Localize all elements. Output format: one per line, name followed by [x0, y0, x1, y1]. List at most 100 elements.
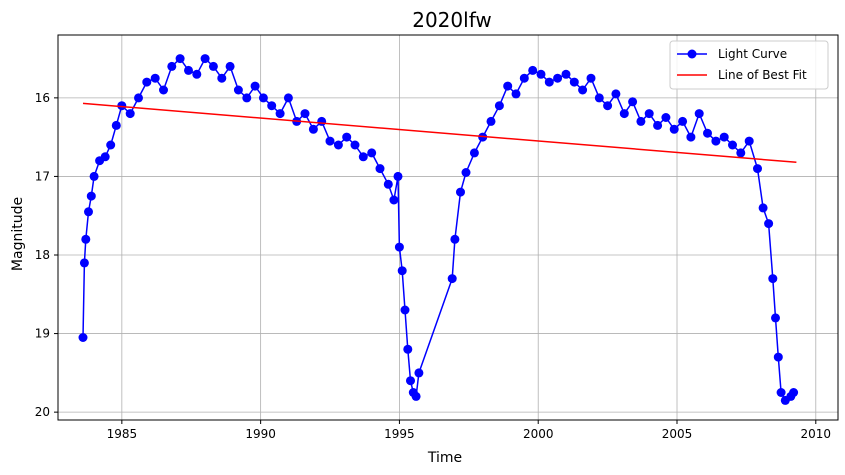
light-curve-point: [333, 140, 343, 150]
light-curve-point: [159, 85, 168, 95]
legend-light-curve-marker: [687, 49, 697, 59]
light-curve-point: [644, 109, 654, 119]
light-curve-point: [325, 136, 335, 146]
chart-title: 2020lfw: [412, 8, 492, 32]
light-curve-point: [150, 73, 160, 83]
y-tick-label: 20: [35, 405, 50, 419]
light-curve-point: [758, 203, 768, 213]
light-curve-point: [461, 168, 471, 177]
light-curve-point: [217, 73, 227, 83]
light-curve-point: [628, 97, 638, 107]
light-curve-point: [447, 274, 457, 284]
light-curve-point: [636, 116, 646, 126]
light-curve-point: [503, 81, 513, 91]
y-tick-label: 18: [35, 248, 50, 262]
light-curve-point: [78, 333, 88, 342]
light-curve-point: [342, 132, 352, 142]
light-curve-point: [773, 352, 783, 362]
light-curve-point: [383, 179, 393, 189]
y-tick-label: 17: [35, 169, 50, 183]
y-tick-label: 16: [35, 91, 50, 105]
y-axis-ticks: 16 17 18 19 20: [35, 91, 58, 419]
light-curve-point: [225, 61, 235, 71]
light-curve-point: [89, 171, 99, 181]
legend: Light Curve Line of Best Fit: [669, 40, 829, 90]
light-curve-point: [100, 152, 110, 162]
light-curve-point: [450, 234, 460, 244]
light-curve-point: [411, 391, 421, 401]
light-curve-point: [300, 109, 310, 119]
x-tick-label: 1985: [107, 427, 138, 441]
light-curve-point: [250, 81, 260, 91]
light-curve-point: [536, 69, 546, 79]
light-curve-point: [406, 376, 415, 386]
light-curve-point: [611, 89, 621, 99]
light-curve-point: [233, 85, 243, 95]
light-curve-point: [744, 136, 754, 146]
light-curve-point: [242, 93, 252, 103]
y-axis-label: Magnitude: [10, 197, 26, 271]
light-curve-point: [678, 116, 688, 126]
x-tick-label: 1995: [384, 427, 415, 441]
light-curve-point: [84, 207, 93, 217]
light-curve-point: [403, 344, 413, 354]
x-tick-label: 2010: [801, 427, 832, 441]
y-tick-label: 19: [35, 327, 50, 341]
light-curve-point: [469, 148, 479, 158]
light-curve-point: [86, 191, 96, 201]
series-layer: [78, 54, 799, 405]
light-curve-point: [400, 305, 410, 315]
light-curve-point: [728, 140, 737, 150]
light-curve-point: [106, 140, 116, 150]
light-curve-point: [686, 132, 696, 142]
plot-frame: [57, 34, 839, 421]
light-curve-point: [528, 65, 538, 75]
light-curve-point: [358, 152, 368, 162]
legend-light-curve-label: Light Curve: [718, 47, 787, 61]
light-curve-point: [519, 73, 529, 83]
light-curve-point: [283, 93, 293, 103]
light-curve-point: [81, 234, 91, 244]
light-curve-point: [117, 101, 127, 111]
light-curve-point: [267, 101, 277, 111]
light-curve-point: [603, 101, 613, 111]
light-curve-point: [456, 187, 465, 197]
light-curve-point: [771, 313, 780, 323]
light-curve-point: [367, 148, 377, 158]
light-curve-point: [544, 77, 554, 87]
light-curve-point: [694, 109, 704, 119]
light-curve-point: [776, 388, 786, 397]
x-tick-label: 2000: [523, 427, 554, 441]
light-curve-point: [397, 266, 407, 276]
light-curve-point: [394, 242, 404, 252]
light-curve-point: [653, 120, 663, 130]
light-curve-point: [414, 368, 424, 378]
light-curve-point: [79, 258, 89, 268]
light-curve-point: [553, 73, 563, 83]
light-curve-point: [669, 124, 679, 134]
light-curve-point: [764, 219, 774, 229]
light-curve-point: [192, 69, 202, 79]
light-curve-point: [393, 171, 403, 181]
light-curve-point: [736, 148, 746, 158]
line-of-best-fit-series-line: [82, 102, 797, 164]
light-curve-point: [789, 388, 799, 397]
legend-box: [669, 40, 829, 90]
light-curve-point: [703, 128, 712, 138]
light-curve-point: [594, 93, 604, 103]
light-curve-point: [317, 116, 327, 126]
light-curve-point: [308, 124, 318, 134]
light-curve-point: [134, 93, 143, 103]
light-curve-point: [569, 77, 579, 87]
light-curve-point: [167, 61, 177, 71]
light-curve-point: [561, 69, 571, 79]
light-curve-point: [208, 61, 218, 71]
light-curve-point: [661, 113, 671, 122]
light-curve-point: [719, 132, 729, 142]
light-curve-point: [494, 101, 504, 111]
light-curve-point: [511, 89, 521, 99]
light-curve-point: [486, 116, 496, 126]
x-axis-label: Time: [427, 450, 462, 466]
x-tick-label: 1990: [245, 427, 276, 441]
